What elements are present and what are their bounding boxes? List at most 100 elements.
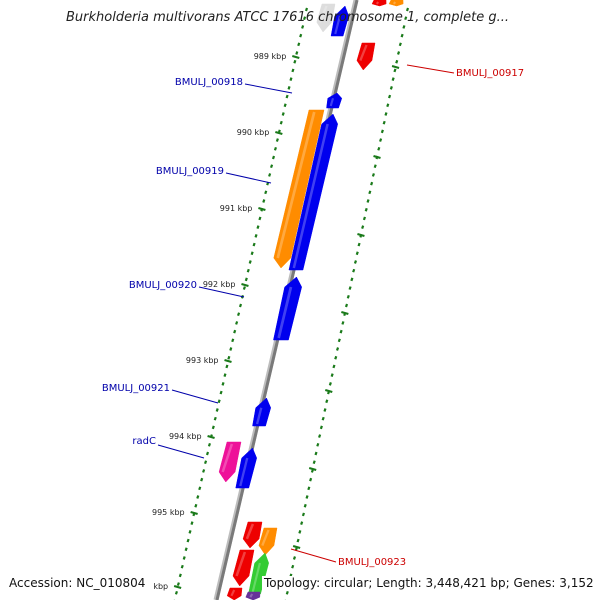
bottom-red-arrow	[232, 549, 255, 587]
top-blue-arrow-body	[330, 5, 349, 37]
bmulj-00919-arrow	[288, 113, 338, 271]
outer-track-dot	[368, 190, 372, 195]
outer-track-dot	[384, 112, 388, 116]
inner-track-dot	[194, 503, 198, 508]
major-tick-outer	[308, 466, 317, 472]
bmulj-00920-arrow-shine	[277, 286, 293, 339]
major-tick-outer	[292, 544, 301, 550]
inner-track-dot	[271, 155, 276, 160]
inner-track-dot	[262, 199, 266, 203]
bmulj-00917-arrow-shine	[359, 44, 368, 61]
inner-track-dot	[291, 68, 295, 73]
bmulj-00919-arrow-shine	[292, 123, 329, 269]
top-blue-arrow	[330, 5, 349, 37]
inner-track-dot	[198, 486, 202, 491]
top-red-arrow-shine	[375, 1, 380, 5]
inner-track-dot	[264, 190, 268, 195]
bmulj-00921-label: BMULJ_00921	[102, 383, 170, 394]
outer-track-dot	[396, 51, 401, 55]
inner-track-dot	[174, 590, 178, 595]
tick-label: 994 kbp	[169, 432, 202, 441]
inner-track-dot	[283, 103, 287, 108]
bottom-red-arrow-2-body	[226, 587, 243, 600]
outer-track-dot	[348, 286, 352, 290]
outer-track-dot	[301, 512, 305, 517]
inner-track-dot	[256, 225, 260, 229]
outer-track-dot	[395, 59, 399, 64]
outer-track-dot	[405, 7, 410, 12]
bmulj-00918-leader-line	[244, 83, 293, 94]
radc-arrow	[235, 447, 257, 489]
outer-track-dot	[316, 442, 320, 447]
top-red-arrow-body	[371, 0, 387, 7]
outer-track-dot	[312, 460, 316, 465]
bottom-purple-arrow	[245, 591, 261, 600]
inner-track-dot	[281, 112, 285, 116]
major-tick	[190, 510, 198, 516]
inner-track-dot	[225, 364, 229, 369]
inner-track-dot	[196, 495, 200, 499]
inner-track-dot	[207, 442, 211, 447]
inner-track-dot	[275, 138, 279, 142]
outer-track-dot	[344, 303, 349, 308]
outer-track-dot	[388, 94, 392, 99]
outer-track-dot	[314, 451, 318, 456]
inner-track-dot	[229, 347, 233, 351]
top-grey-arrow-shine	[318, 5, 328, 23]
inner-track-dot	[295, 51, 299, 55]
outer-track-dot	[334, 355, 338, 360]
bottom-red-arrow-body	[232, 549, 255, 587]
inner-track-dot	[248, 260, 252, 264]
inner-track-dot	[200, 477, 204, 482]
top-grey-arrow-body	[316, 3, 336, 33]
inner-track-dot	[202, 469, 206, 473]
inner-track-dot	[289, 77, 293, 81]
outer-track-dot	[370, 181, 374, 186]
outer-track-dot	[298, 530, 302, 534]
major-tick	[258, 206, 266, 212]
bmulj-00920-arrow-body	[273, 276, 302, 341]
outer-track-dot	[332, 364, 336, 369]
outer-track-dot	[364, 207, 368, 212]
tick-track: 989 kbp 990 kbp 991 kbp 992 kbp 993 kbp 994 k…	[152, 7, 410, 600]
inner-track-dot	[211, 425, 215, 430]
outer-track-dot	[371, 173, 375, 177]
top-blue-arrow-shine	[334, 15, 341, 35]
bottom-red-arrow-2	[226, 587, 243, 600]
outer-track-dot	[303, 503, 307, 508]
radc-partner-arrow	[218, 441, 242, 483]
inner-track-dot	[219, 390, 223, 395]
bmulj-00919-leader-line	[225, 172, 272, 184]
outer-track-dot	[341, 321, 345, 325]
inner-track-dot	[270, 164, 274, 169]
bmulj-00919-orange-arrow-shine	[276, 111, 316, 259]
tick-label: kbp	[153, 582, 168, 591]
outer-track-dot	[389, 86, 393, 90]
bottom-purple-arrow-body	[245, 591, 261, 600]
bmulj-00917-arrow-body	[356, 42, 376, 71]
inner-track-dot	[244, 277, 248, 282]
major-tick-outer	[324, 388, 333, 394]
tick-label: 995 kbp	[152, 508, 185, 517]
inner-track-dot	[188, 530, 192, 534]
outer-track-dot	[353, 260, 358, 264]
bmulj-00923-leader-line	[290, 548, 337, 563]
inner-track-dot	[223, 373, 227, 377]
outer-track-dot	[393, 68, 397, 73]
major-tick	[224, 358, 232, 364]
inner-track-dot	[252, 242, 256, 247]
inner-track-dot	[293, 59, 297, 64]
bmulj-00917-leader-line	[406, 64, 455, 74]
inner-track-dot	[217, 399, 221, 404]
tick-label: 989 kbp	[254, 52, 287, 61]
bottom-red-arrow-2-shine	[230, 589, 236, 597]
outer-track-dot	[309, 477, 313, 482]
bmulj-00919-orange-arrow	[273, 109, 325, 269]
inner-track-dot	[213, 416, 217, 421]
tick-label: 993 kbp	[186, 356, 219, 365]
outer-track-dot	[318, 434, 322, 438]
radc-partner-arrow-shine	[221, 443, 234, 473]
inner-track-dot	[246, 268, 250, 273]
inner-track-dot	[186, 538, 190, 543]
